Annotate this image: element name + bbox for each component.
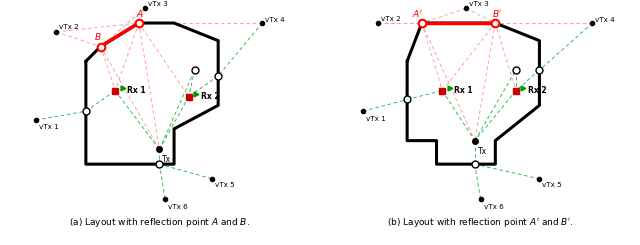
- Text: vTx 2: vTx 2: [381, 16, 401, 22]
- Text: $B$: $B$: [94, 31, 102, 42]
- Text: (b) Layout with reflection point $A'$ and $B'$.: (b) Layout with reflection point $A'$ an…: [387, 217, 574, 230]
- Text: vTx 4: vTx 4: [265, 17, 285, 23]
- Text: $A'$: $A'$: [412, 8, 423, 19]
- Text: $A$: $A$: [136, 8, 144, 19]
- Text: vTx 6: vTx 6: [168, 204, 188, 210]
- Text: Rx 1: Rx 1: [454, 86, 473, 95]
- Text: Tx: Tx: [477, 147, 487, 156]
- Text: $B'$: $B'$: [492, 8, 502, 19]
- Text: vTx 5: vTx 5: [215, 182, 235, 188]
- Text: vTx 4: vTx 4: [595, 17, 615, 23]
- Text: vTx 1: vTx 1: [366, 116, 386, 122]
- Text: vTx 3: vTx 3: [148, 1, 168, 7]
- Text: Rx 1: Rx 1: [127, 86, 146, 95]
- Text: vTx 1: vTx 1: [39, 124, 59, 130]
- Text: vTx 2: vTx 2: [60, 24, 79, 30]
- Text: Rx 2: Rx 2: [527, 86, 547, 95]
- Text: Rx 2: Rx 2: [200, 92, 219, 101]
- Text: vTx 5: vTx 5: [542, 182, 562, 188]
- Text: (a) Layout with reflection point $A$ and $B$.: (a) Layout with reflection point $A$ and…: [69, 217, 250, 230]
- Text: vTx 3: vTx 3: [469, 1, 488, 7]
- Text: vTx 6: vTx 6: [484, 204, 503, 210]
- Text: Tx: Tx: [163, 155, 172, 164]
